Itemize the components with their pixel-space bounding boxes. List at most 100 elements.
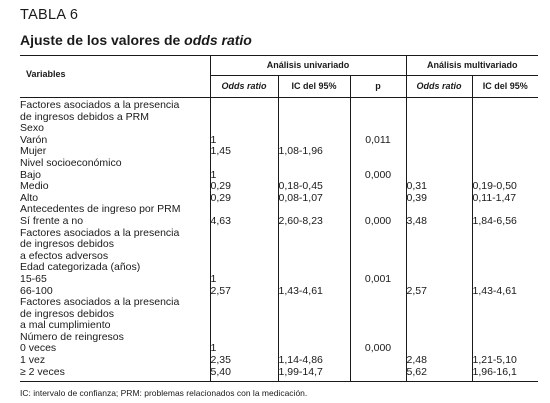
cell-variable: Nivel socioeconómico	[20, 157, 211, 170]
cell-odds-ratio-multi	[406, 204, 473, 216]
cell-ic95: 1,99-14,7	[278, 366, 351, 383]
cell-variable: ≥ 2 veces	[20, 366, 211, 383]
table-row: Antecedentes de ingreso por PRM	[20, 204, 538, 216]
cell-odds-ratio-multi	[406, 239, 473, 251]
cell-ic95	[278, 297, 351, 309]
cell-variable: Alto	[20, 192, 211, 205]
cell-odds-ratio: 1	[210, 134, 279, 147]
cell-odds-ratio	[210, 227, 279, 240]
header-ic95-multi: IC del 95%	[472, 75, 538, 98]
cell-variable: Número de reingresos	[20, 331, 211, 344]
cell-odds-ratio-multi	[406, 227, 473, 240]
cell-variable: Varón	[20, 134, 211, 147]
cell-ic95-multi	[472, 332, 538, 344]
cell-odds-ratio	[210, 262, 279, 274]
cell-ic95	[278, 227, 351, 240]
cell-variable: a mal cumplimiento	[20, 320, 211, 332]
cell-odds-ratio-multi: 2,48	[406, 355, 473, 367]
cell-odds-ratio-multi	[406, 123, 473, 135]
cell-ic95	[278, 157, 351, 170]
cell-ic95	[278, 273, 351, 286]
cell-ic95-multi	[472, 251, 538, 263]
header-variables: Variables	[20, 55, 211, 98]
cell-p: 0,000	[350, 215, 407, 228]
cell-p	[350, 308, 407, 321]
cell-variable: Medio	[20, 181, 211, 193]
cell-odds-ratio	[210, 320, 279, 332]
cell-odds-ratio-multi	[406, 308, 473, 321]
table-title: Ajuste de los valores de odds ratio	[20, 32, 252, 48]
cell-p	[350, 366, 407, 383]
cell-odds-ratio-multi	[406, 297, 473, 309]
cell-odds-ratio: 4,63	[210, 215, 279, 228]
cell-odds-ratio-multi: 0,31	[406, 181, 473, 193]
table-caption: TABLA 6	[20, 7, 79, 23]
cell-p	[350, 157, 407, 170]
table-row: de ingresos debidos a PRM	[20, 111, 538, 124]
table-row: Nivel socioeconómico	[20, 157, 538, 170]
cell-ic95: 1,08-1,96	[278, 146, 351, 158]
cell-p	[350, 192, 407, 205]
cell-ic95-multi: 1,96-16,1	[472, 366, 538, 383]
cell-variable: Factores asociados a la presencia	[20, 297, 211, 309]
cell-ic95-multi	[472, 112, 538, 124]
cell-odds-ratio-multi	[406, 320, 473, 332]
title-italic: odds ratio	[184, 32, 252, 48]
cell-p: 0,011	[350, 134, 407, 147]
table-row: de ingresos debidos	[20, 308, 538, 321]
data-table: Variables Análisis univariado Análisis m…	[20, 55, 538, 383]
cell-variable: Bajo	[20, 169, 211, 182]
cell-p	[350, 97, 407, 112]
cell-ic95: 1,43-4,61	[278, 285, 351, 298]
table-row: Factores asociados a la presencia	[20, 227, 538, 240]
cell-ic95	[278, 250, 351, 263]
table-row: Medio 0,29 0,18-0,45 0,31 0,19-0,50	[20, 181, 538, 193]
cell-odds-ratio-multi	[406, 273, 473, 286]
table-body: Factores asociados a la presencia de ingr…	[20, 97, 538, 383]
cell-ic95-multi	[472, 146, 538, 158]
cell-ic95-multi	[472, 297, 538, 309]
cell-ic95: 2,60-8,23	[278, 215, 351, 228]
table-row: a mal cumplimiento	[20, 320, 538, 332]
cell-odds-ratio	[210, 111, 279, 124]
cell-variable: Antecedentes de ingreso por PRM	[20, 204, 211, 216]
cell-odds-ratio-multi	[406, 97, 473, 112]
cell-odds-ratio	[210, 250, 279, 263]
cell-variable: 15-65	[20, 273, 211, 286]
cell-ic95-multi	[472, 135, 538, 147]
cell-ic95-multi	[472, 123, 538, 135]
cell-p	[350, 227, 407, 240]
cell-odds-ratio: 1,45	[210, 146, 279, 158]
cell-odds-ratio: 1	[210, 169, 279, 182]
cell-odds-ratio: 0,29	[210, 181, 279, 193]
cell-variable: 0 veces	[20, 343, 211, 356]
cell-p	[350, 146, 407, 158]
cell-odds-ratio-multi: 2,57	[406, 285, 473, 298]
cell-odds-ratio	[210, 97, 279, 112]
cell-odds-ratio: 5,40	[210, 366, 279, 383]
cell-p	[350, 111, 407, 124]
cell-ic95	[278, 97, 351, 112]
table-row: Factores asociados a la presencia	[20, 297, 538, 309]
table-row: Sexo	[20, 123, 538, 135]
cell-odds-ratio-multi	[406, 111, 473, 124]
cell-variable: 1 vez	[20, 355, 211, 367]
cell-ic95: 0,08-1,07	[278, 192, 351, 205]
cell-p	[350, 239, 407, 251]
cell-odds-ratio: 1	[210, 273, 279, 286]
cell-variable: a efectos adversos	[20, 250, 211, 263]
cell-ic95-multi	[472, 320, 538, 332]
cell-odds-ratio: 1	[210, 343, 279, 356]
cell-ic95-multi	[472, 158, 538, 170]
cell-ic95-multi	[472, 309, 538, 321]
table-row: Varón 1 0,011	[20, 134, 538, 147]
cell-ic95	[278, 111, 351, 124]
cell-p	[350, 262, 407, 274]
table-row: 0 veces 1 0,000	[20, 343, 538, 356]
cell-odds-ratio-multi: 3,48	[406, 215, 473, 228]
cell-odds-ratio-multi	[406, 157, 473, 170]
cell-odds-ratio: 2,35	[210, 355, 279, 367]
table-row: Factores asociados a la presencia	[20, 97, 538, 112]
table-row: Mujer 1,45 1,08-1,96	[20, 146, 538, 158]
cell-p	[350, 320, 407, 332]
